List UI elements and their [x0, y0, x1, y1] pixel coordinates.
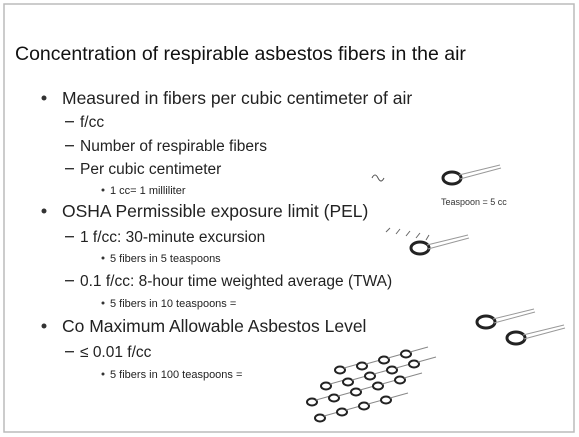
bullet-markers [41, 95, 105, 376]
note: 1 cc= 1 milliliter [110, 185, 186, 197]
caption: Teaspoon = 5 cc [441, 197, 507, 207]
bullet: OSHA Permissible exposure limit (PEL) [62, 201, 368, 221]
sub-bullet: ≤ 0.01 f/cc [80, 344, 152, 361]
note: 5 fibers in 100 teaspoons = [110, 369, 242, 381]
bullet: Measured in fibers per cubic centimeter … [62, 88, 412, 108]
sub-bullet: 0.1 f/cc: 8-hour time weighted average (… [80, 273, 392, 290]
note: 5 fibers in 10 teaspoons = [110, 298, 236, 310]
slide-title: Concentration of respirable asbestos fib… [15, 43, 466, 65]
note: 5 fibers in 5 teaspoons [110, 253, 221, 265]
sub-bullet: 1 f/cc: 30-minute excursion [80, 229, 265, 246]
bullet: Co Maximum Allowable Asbestos Level [62, 316, 366, 336]
sub-bullet: Per cubic centimeter [80, 161, 221, 178]
slide-frame [3, 3, 575, 433]
sub-bullet: Number of respirable fibers [80, 138, 267, 155]
sub-bullet: f/cc [80, 114, 104, 131]
teaspoon-illustrations [306, 163, 567, 423]
